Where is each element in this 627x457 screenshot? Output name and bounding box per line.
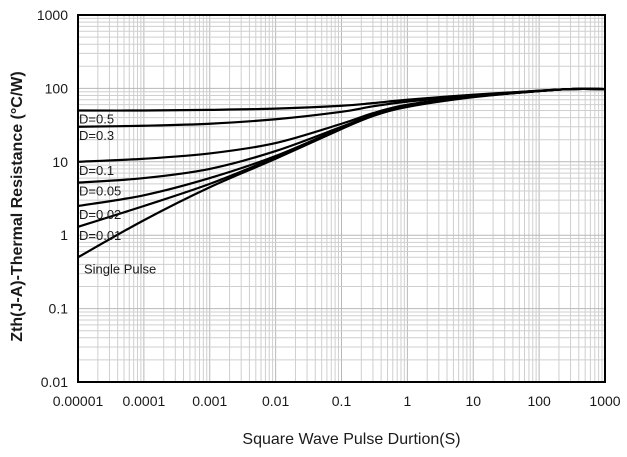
curve-label-d-0-05: D=0.05 [79,184,121,199]
y-axis-title: Zth(J-A)-Thermal Resistance (°C/W) [9,71,26,341]
curve-label-d-0-1: D=0.1 [79,163,114,178]
curves [77,87,606,259]
tick-labels: 0.00001 0.0001 0.001 0.01 0.1 1 10 100 1000 0.01 0… [37,7,621,409]
y-tick-label: 1 [60,227,68,243]
curve-labels: D=0.5 D=0.3 D=0.1 D=0.05 D=0.02 D=0.01 Single … [79,111,156,276]
curve-label-d-0-5: D=0.5 [79,111,114,126]
curve-label-d-0-01: D=0.01 [79,228,121,243]
x-tick-label: 0.1 [332,393,352,409]
plot-frame [77,14,606,383]
y-tick-label: 0.1 [49,301,69,317]
x-tick-label: 0.01 [262,393,289,409]
x-tick-label: 1 [403,393,411,409]
curve-label-single-pulse: Single Pulse [84,261,156,276]
curve-label-d-0-02: D=0.02 [79,207,121,222]
x-tick-label: 0.00001 [53,393,104,409]
y-tick-label: 0.01 [41,374,68,390]
curve-single-pulse [77,87,606,259]
y-tick-label: 10 [52,154,68,170]
x-tick-label: 1000 [589,393,620,409]
x-tick-label: 0.001 [192,393,227,409]
x-tick-label: 0.0001 [122,393,165,409]
x-axis-title: Square Wave Pulse Durtion(S) [242,431,460,448]
x-tick-label: 10 [465,393,481,409]
x-tick-label: 100 [527,393,551,409]
y-tick-label: 100 [45,80,69,96]
curve-label-d-0-3: D=0.3 [79,128,114,143]
y-tick-label: 1000 [37,7,68,23]
grid [77,15,605,383]
